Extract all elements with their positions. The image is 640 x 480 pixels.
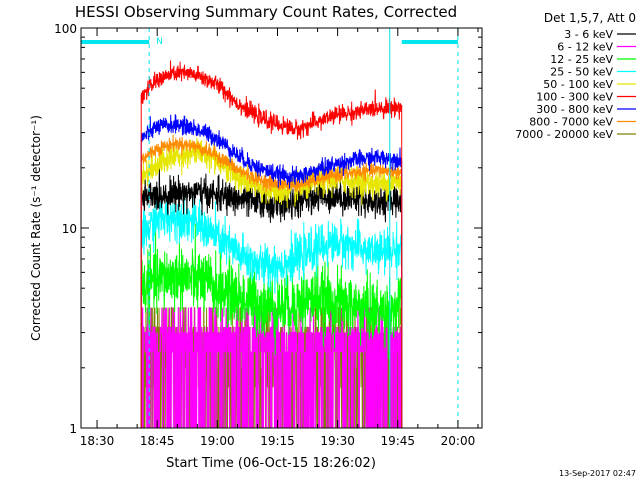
legend-title: Det 1,5,7, Att 0 xyxy=(544,11,636,25)
x-axis: 18:30 18:45 19:00 19:15 19:30 19:45 20:00 xyxy=(80,28,479,448)
chart-title: HESSI Observing Summary Count Rates, Cor… xyxy=(75,3,457,21)
x-tick-label: 19:30 xyxy=(320,434,355,448)
y-tick-label: 100 xyxy=(54,22,77,36)
plot-data-layer xyxy=(140,60,403,428)
legend-entry-label: 300 - 800 keV xyxy=(536,103,613,116)
x-tick-label: 18:30 xyxy=(80,434,115,448)
x-tick-label: 19:15 xyxy=(260,434,295,448)
y-axis-label: Corrected Count Rate (s⁻¹ detector⁻¹) xyxy=(29,115,43,341)
x-tick-label: 19:45 xyxy=(380,434,415,448)
x-axis-label: Start Time (06-Oct-15 18:26:02) xyxy=(166,456,376,471)
legend-entry-label: 3 - 6 keV xyxy=(564,28,613,41)
date-stamp: 13-Sep-2017 02:47 xyxy=(559,469,636,478)
flag-label: N xyxy=(156,37,163,47)
y-axis: 1 10 100 xyxy=(54,22,482,436)
legend-entry-label: 7000 - 20000 keV xyxy=(515,128,613,141)
legend-entry-label: 12 - 25 keV xyxy=(550,53,613,66)
series-line-12-25keV xyxy=(140,223,403,428)
legend-entry-label: 50 - 100 keV xyxy=(543,78,613,91)
legend-entry-label: 100 - 300 keV xyxy=(536,91,613,104)
series-line-3-6keV xyxy=(140,161,403,428)
series-line-25-50keV xyxy=(140,190,403,428)
x-tick-label: 18:45 xyxy=(140,434,175,448)
series-line-100-300keV xyxy=(140,60,403,428)
y-tick-label: 10 xyxy=(62,222,77,236)
legend-entry-label: 6 - 12 keV xyxy=(557,41,613,54)
legend-entry-label: 25 - 50 keV xyxy=(550,66,613,79)
series-line-6-12keV xyxy=(140,307,403,428)
series-line-300-800keV xyxy=(140,114,403,428)
series-line-50-100keV xyxy=(140,137,403,428)
y-tick-label: 1 xyxy=(69,422,77,436)
legend-entry-label: 800 - 7000 keV xyxy=(529,116,613,129)
x-tick-label: 19:00 xyxy=(200,434,235,448)
x-tick-label: 20:00 xyxy=(441,434,476,448)
series-line-800-7000keV xyxy=(140,134,403,428)
